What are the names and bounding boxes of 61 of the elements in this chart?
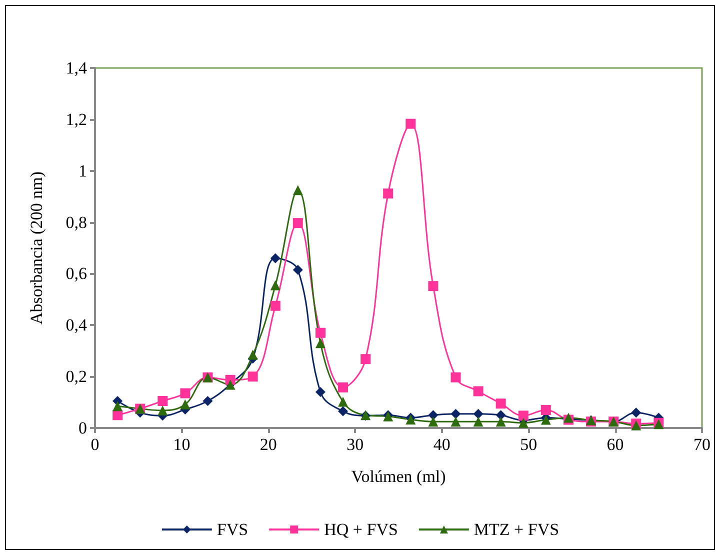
point bbox=[450, 408, 461, 419]
point bbox=[631, 408, 642, 418]
point bbox=[518, 418, 528, 428]
point bbox=[338, 406, 348, 416]
point bbox=[270, 253, 280, 264]
point bbox=[428, 416, 438, 427]
y-tick-label: 0,2 bbox=[66, 367, 87, 386]
point bbox=[292, 185, 303, 196]
y-axis-title: Absorbancia (200 nm) bbox=[27, 172, 46, 324]
y-tick-label: 1,4 bbox=[66, 58, 88, 78]
point bbox=[428, 410, 438, 420]
point bbox=[428, 281, 438, 292]
point bbox=[496, 416, 506, 427]
point bbox=[292, 264, 303, 275]
legend-label: HQ + FVS bbox=[324, 520, 398, 539]
x-tick-label: 40 bbox=[433, 435, 450, 454]
point bbox=[338, 382, 348, 392]
point bbox=[248, 372, 258, 382]
point bbox=[383, 188, 394, 198]
y-tick-label: 0,8 bbox=[66, 212, 87, 232]
legend-label: MTZ + FVS bbox=[474, 520, 560, 539]
point bbox=[338, 396, 348, 407]
point bbox=[473, 408, 484, 419]
point bbox=[496, 410, 506, 420]
point bbox=[315, 328, 326, 338]
point bbox=[473, 416, 484, 427]
x-tick-label: 50 bbox=[520, 435, 538, 454]
point bbox=[270, 300, 280, 311]
point bbox=[450, 416, 461, 427]
point bbox=[158, 406, 168, 416]
legend-label: FVS bbox=[216, 520, 248, 539]
y-tick-label: 1 bbox=[78, 161, 87, 180]
point bbox=[518, 410, 528, 421]
x-tick-label: 10 bbox=[173, 435, 190, 454]
point bbox=[315, 338, 326, 348]
point bbox=[112, 401, 123, 412]
point bbox=[158, 396, 168, 406]
y-tick-label: 0,6 bbox=[66, 264, 87, 284]
point bbox=[112, 410, 123, 420]
y-tick-label: 1,2 bbox=[66, 110, 87, 129]
x-tick-label: 60 bbox=[606, 435, 624, 454]
point bbox=[292, 218, 303, 228]
y-tick-label: 0,4 bbox=[66, 316, 88, 335]
y-tick-label: 0 bbox=[78, 418, 87, 438]
point bbox=[450, 372, 461, 382]
x-tick-label: 0 bbox=[90, 435, 100, 454]
point bbox=[406, 118, 416, 129]
point bbox=[315, 387, 326, 397]
point bbox=[270, 280, 280, 290]
x-tick-label: 30 bbox=[346, 435, 364, 454]
point bbox=[473, 386, 484, 396]
point bbox=[202, 396, 213, 406]
point bbox=[496, 398, 506, 409]
x-tick-label: 20 bbox=[260, 435, 277, 454]
point bbox=[180, 399, 190, 410]
point bbox=[180, 388, 190, 398]
x-tick-label: 70 bbox=[694, 435, 710, 454]
point bbox=[540, 405, 551, 415]
point bbox=[248, 350, 258, 360]
x-axis-title: Volúmen (ml) bbox=[351, 467, 446, 486]
point bbox=[360, 354, 371, 364]
